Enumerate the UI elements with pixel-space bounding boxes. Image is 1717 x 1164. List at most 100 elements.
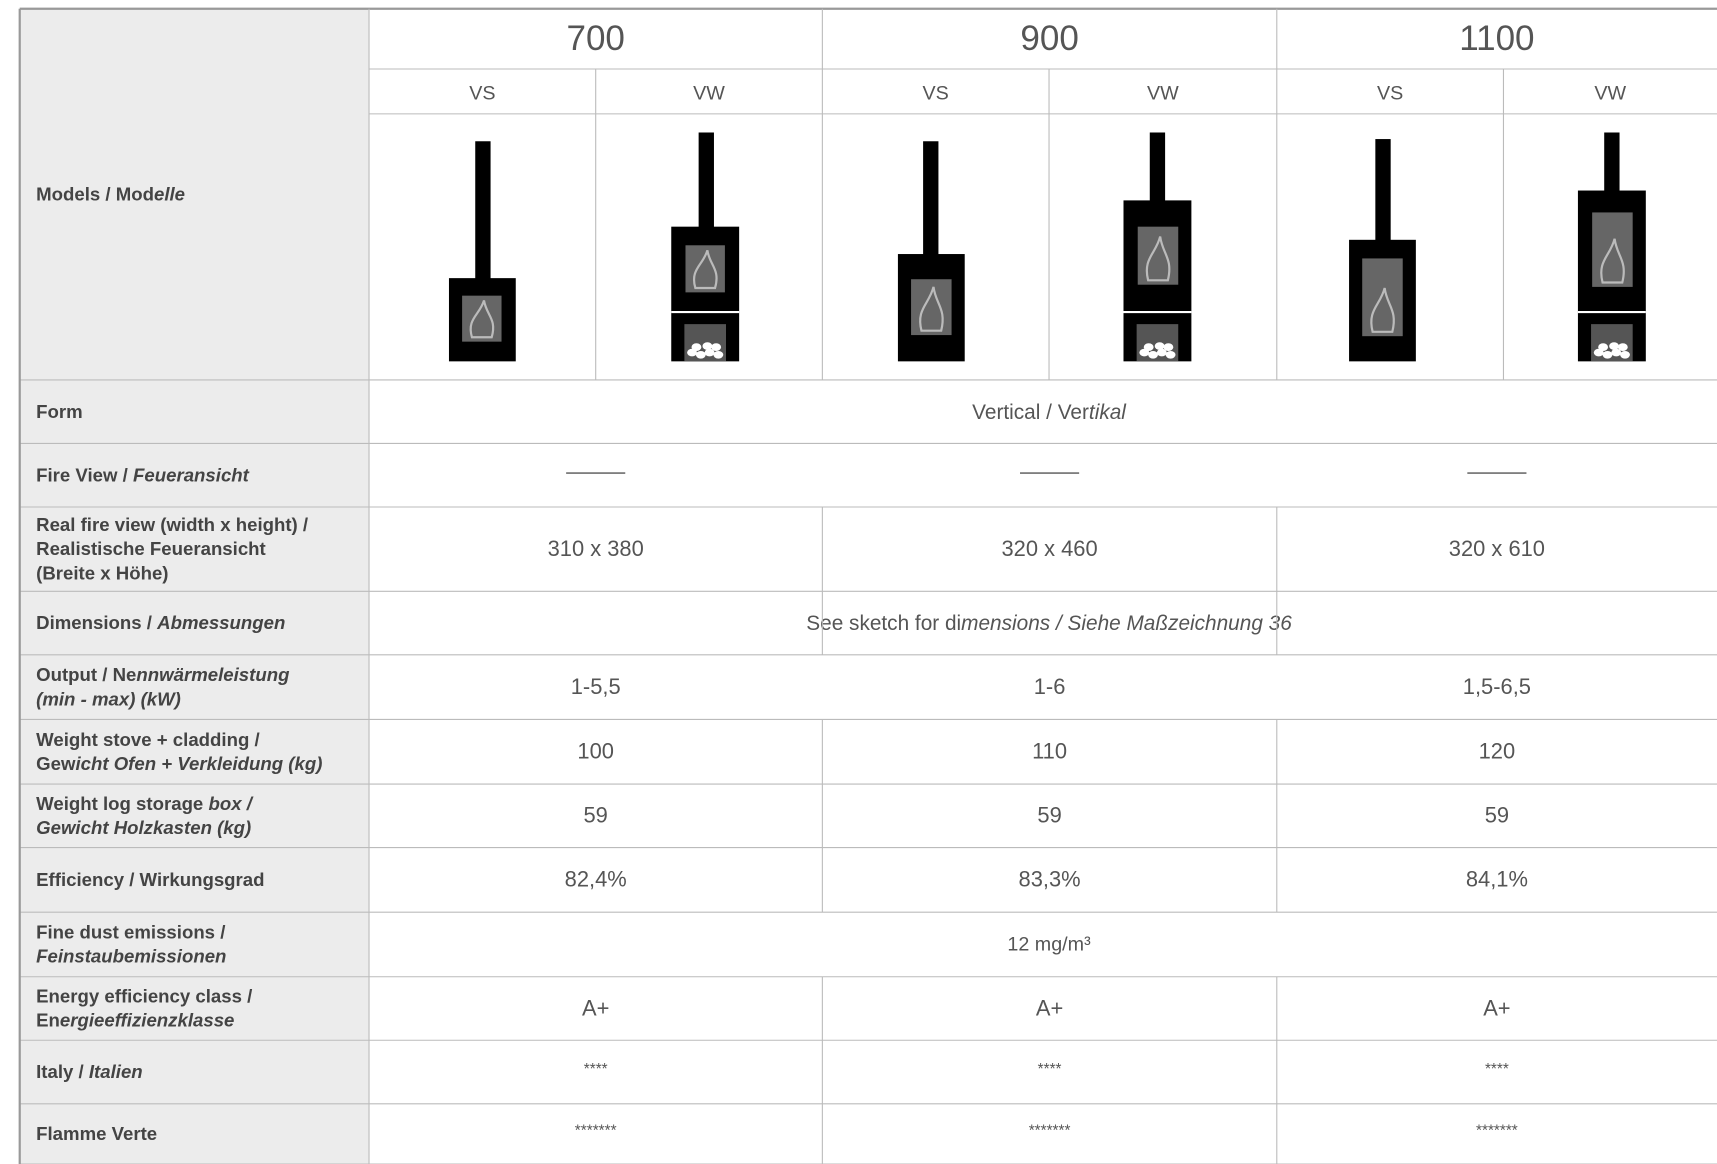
- cell-value: 1-5,5: [571, 674, 621, 699]
- log: [702, 342, 713, 350]
- variant-header: VS: [923, 82, 949, 104]
- cell-value: *******: [1476, 1123, 1518, 1140]
- cell-value: 12 mg/m³: [1007, 934, 1091, 956]
- row-label: Efficiency / Wirkungsgrad: [36, 869, 264, 890]
- row-label: Dimensions / Abmessungen: [36, 612, 285, 633]
- text-segment: Fine dust emissions /: [36, 921, 225, 942]
- cell-value: 1-6: [1034, 674, 1066, 699]
- log: [1593, 348, 1604, 357]
- row-label: Energieeffizienzklasse: [36, 1010, 234, 1031]
- log: [1609, 342, 1619, 350]
- cell-value: Vertical / Vertikal: [972, 400, 1127, 423]
- cell-value: 120: [1479, 739, 1516, 764]
- stove-chimney: [475, 141, 491, 280]
- cell-value: A+: [582, 995, 609, 1020]
- flame: [1600, 238, 1625, 284]
- stove-chimney: [923, 141, 939, 256]
- text-segment: Feueransicht: [133, 464, 250, 485]
- text-segment: Dimensions /: [36, 612, 157, 633]
- stove-glass: [685, 245, 725, 293]
- log: [1148, 350, 1158, 359]
- text-segment: Realistische Feueransicht: [36, 538, 266, 559]
- stove-glass: [1592, 212, 1633, 287]
- cell-value: *******: [1029, 1123, 1071, 1140]
- log: [1602, 350, 1613, 359]
- row-label: Gewicht Holzkasten (kg): [36, 817, 251, 838]
- stove-chimney: [1375, 139, 1391, 241]
- flame: [1370, 287, 1395, 333]
- flame: [919, 286, 944, 332]
- log: [1163, 343, 1174, 351]
- row-label: Fire View / Feueransicht: [36, 464, 250, 485]
- cell-value: 59: [1485, 803, 1509, 828]
- text-segment: Italy /: [36, 1061, 89, 1082]
- log: [704, 348, 715, 357]
- log: [713, 350, 724, 359]
- row-label: Realistische Feueransicht: [36, 538, 266, 559]
- label-column: [19, 8, 370, 1164]
- cell-value: 1,5-6,5: [1463, 674, 1531, 699]
- row-label: Gewicht Ofen + Verkleidung (kg): [36, 753, 322, 774]
- text-segment: Form: [36, 401, 83, 422]
- model-header: 900: [1020, 19, 1078, 58]
- text-segment: Weight log storage: [36, 793, 208, 814]
- text-segment: ergieeffizienzklasse: [60, 1010, 234, 1031]
- stove-glass: [1137, 226, 1179, 285]
- cell-value: 83,3%: [1019, 867, 1081, 892]
- cell-value: A+: [1036, 995, 1063, 1020]
- text-segment: Feinstaubemissionen: [36, 946, 226, 967]
- log: [1611, 348, 1622, 357]
- stove-glass: [1362, 258, 1403, 337]
- text-segment: Weight stove + cladding /: [36, 729, 260, 750]
- row-label: Real fire view (width x height) /: [36, 514, 308, 535]
- cell-value: ****: [584, 1061, 608, 1078]
- cell-value: 59: [1037, 803, 1061, 828]
- text-segment: Vertical / Ver: [972, 400, 1089, 423]
- variant-header: VS: [469, 82, 495, 104]
- flame: [469, 300, 495, 339]
- text-segment: Efficiency / Wirkungsgrad: [36, 869, 264, 890]
- cell-value: 320 x 460: [1001, 536, 1097, 561]
- cell-value: 310 x 380: [548, 536, 644, 561]
- stove-chimney: [698, 132, 714, 228]
- text-segment: Abmessungen: [156, 612, 285, 633]
- row-label: Italy / Italien: [36, 1061, 143, 1082]
- log: [1617, 343, 1628, 351]
- variant-header: VS: [1377, 82, 1403, 104]
- model-header: 1100: [1459, 19, 1534, 58]
- cell-value: 84,1%: [1466, 867, 1528, 892]
- cell-value: 59: [584, 803, 608, 828]
- text-segment: Gewicht Holzkasten (kg): [36, 817, 251, 838]
- text-segment: nnwärmeleistung: [136, 664, 290, 685]
- text-segment: 12 mg/m³: [1007, 934, 1091, 956]
- text-segment: En: [36, 1010, 60, 1031]
- row-label: Form: [36, 401, 83, 422]
- log: [1154, 342, 1165, 350]
- stove-chimney: [1604, 132, 1620, 192]
- text-segment: icht Ofen + Verkleidung (kg): [75, 753, 322, 774]
- text-segment: box /: [208, 793, 253, 814]
- log: [711, 343, 722, 351]
- text-segment: Fire View /: [36, 464, 133, 485]
- text-segment: tikal: [1089, 400, 1127, 423]
- text-segment: Real fire view (width x height) /: [36, 514, 308, 535]
- log: [1139, 348, 1150, 357]
- cell-value: 110: [1032, 739, 1067, 764]
- text-segment: mensions / Siehe Maßzeichnung 36: [961, 612, 1292, 635]
- row-label: Weight stove + cladding /: [36, 729, 260, 750]
- cell-value: *******: [575, 1123, 617, 1140]
- stove-glass: [911, 279, 952, 336]
- log: [687, 348, 697, 357]
- text-segment: Flamme Verte: [36, 1123, 157, 1144]
- text-segment: Output / Ne: [36, 664, 136, 685]
- flame: [693, 249, 718, 290]
- cell-value: 100: [577, 739, 614, 764]
- row-label: Feinstaubemissionen: [36, 946, 226, 967]
- text-segment: (Breite x Höhe): [36, 562, 168, 583]
- cell-value: ****: [1485, 1061, 1509, 1078]
- text-segment: (min - max) (kW): [36, 688, 181, 709]
- row-label: (Breite x Höhe): [36, 562, 168, 583]
- row-label: (min - max) (kW): [36, 688, 181, 709]
- row-label: Weight log storage box /: [36, 793, 254, 814]
